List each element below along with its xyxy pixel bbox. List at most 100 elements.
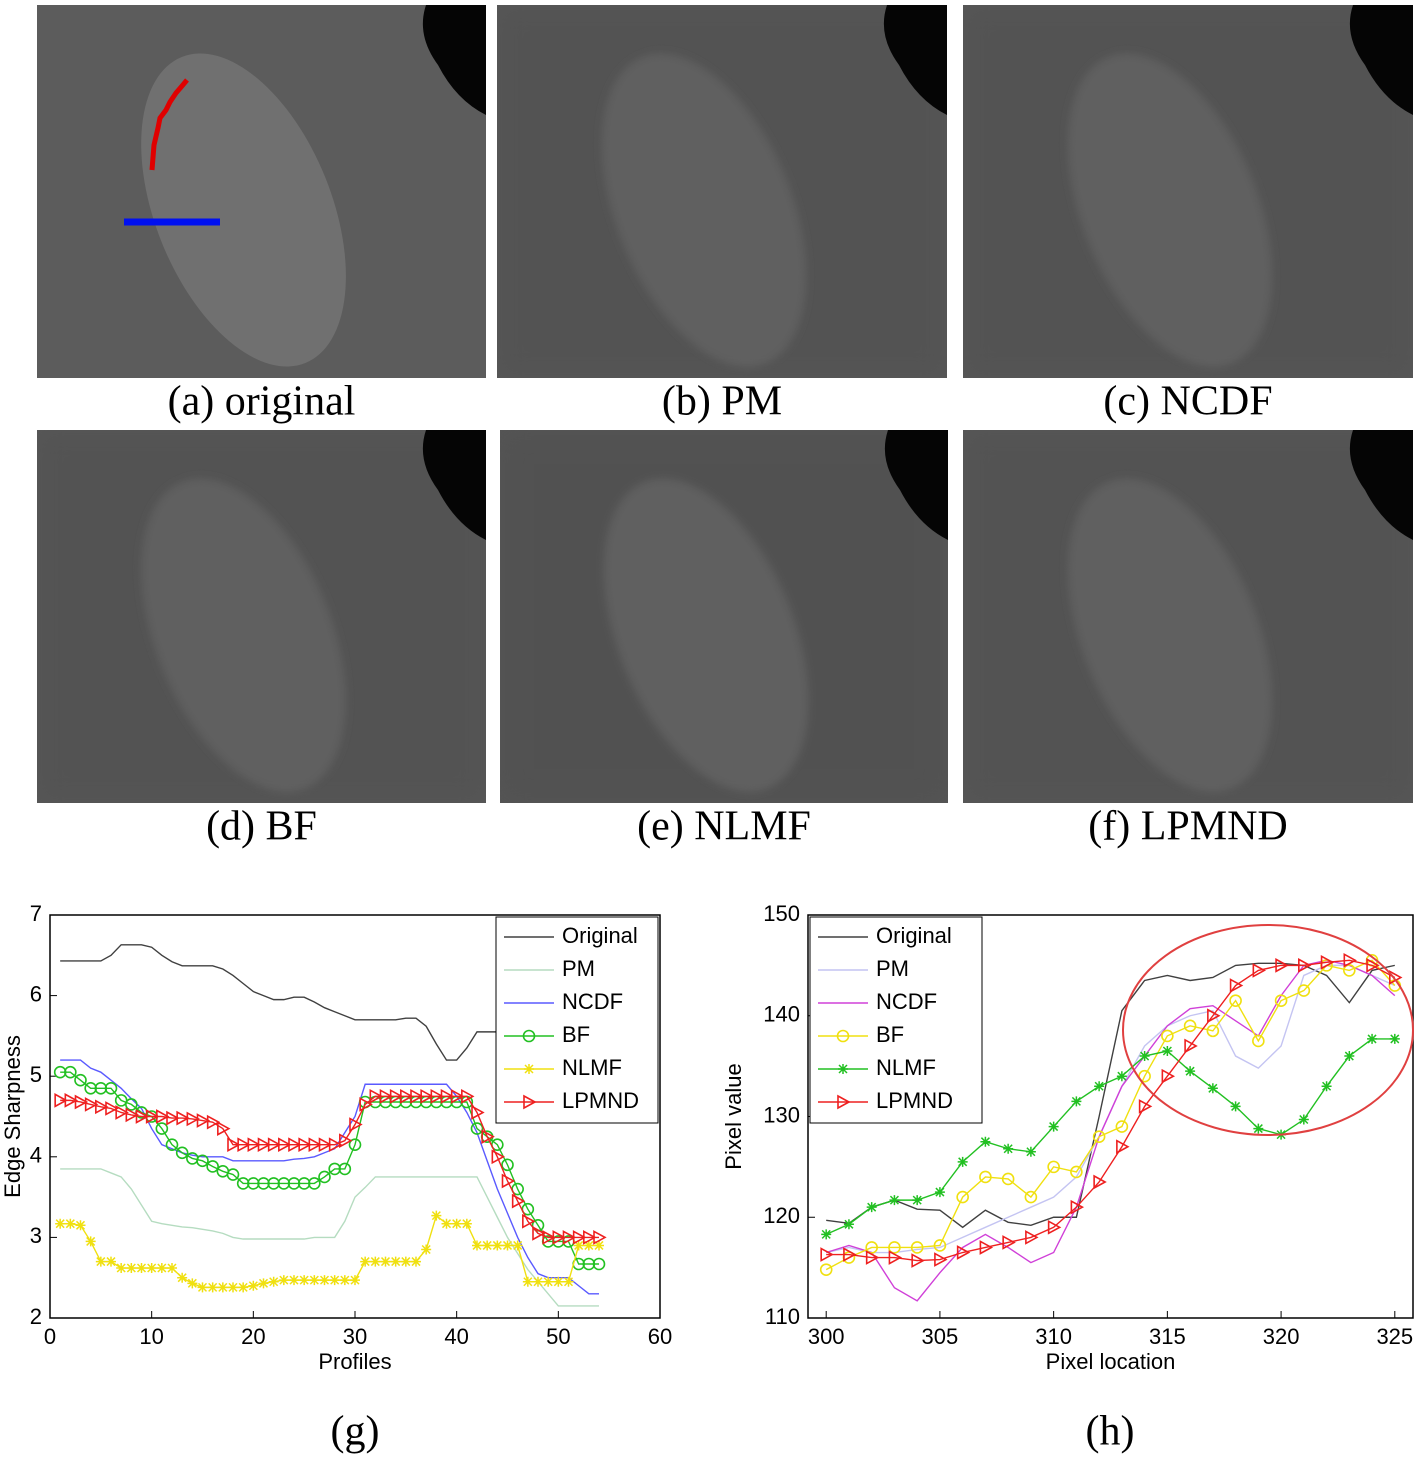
marker [552, 1230, 567, 1245]
marker [267, 1137, 282, 1153]
marker [247, 1177, 260, 1190]
marker [167, 1263, 177, 1274]
legend-box [809, 916, 983, 1124]
marker [934, 1252, 948, 1267]
marker [207, 1282, 218, 1293]
series-line [826, 959, 1396, 1262]
marker [1366, 958, 1380, 973]
marker [553, 1276, 564, 1287]
marker [820, 1247, 834, 1262]
marker [257, 1177, 270, 1190]
marker [278, 1137, 292, 1153]
marker [1367, 1033, 1378, 1044]
marker [461, 1218, 472, 1229]
marker [74, 1094, 89, 1110]
dark-region [1349, 430, 1413, 540]
marker [431, 1210, 442, 1221]
marker [65, 1218, 76, 1229]
marker [338, 1162, 352, 1176]
marker [542, 1230, 556, 1245]
marker [289, 1275, 299, 1286]
legend-marker [524, 1064, 534, 1074]
marker [228, 1282, 238, 1293]
marker [106, 1256, 116, 1267]
marker [309, 1275, 320, 1286]
marker [1343, 952, 1357, 968]
x-tick-label: 310 [1035, 1324, 1072, 1349]
marker [247, 1137, 262, 1153]
marker [318, 1170, 331, 1184]
marker [1274, 994, 1288, 1007]
legend-label: BF [562, 1022, 590, 1047]
legend-label: LPMND [562, 1088, 639, 1113]
marker [980, 1136, 991, 1147]
marker [471, 1105, 485, 1120]
marker [1321, 1081, 1332, 1092]
marker [155, 1122, 169, 1135]
marker [501, 1173, 516, 1189]
legend-label: NLMF [562, 1055, 622, 1080]
marker [1343, 964, 1356, 977]
marker [360, 1256, 371, 1267]
dark-region [883, 5, 947, 115]
marker [299, 1275, 310, 1286]
marker [532, 1226, 546, 1241]
marker [430, 1089, 445, 1104]
marker [522, 1213, 536, 1229]
marker [440, 1089, 455, 1104]
marker [1206, 1024, 1220, 1038]
y-tick-label: 140 [763, 1002, 800, 1027]
marker [411, 1256, 421, 1267]
marker [956, 1190, 969, 1204]
lesion [141, 53, 346, 367]
marker [1003, 1143, 1014, 1154]
marker [197, 1282, 208, 1293]
marker [522, 1276, 533, 1287]
marker [186, 1111, 201, 1127]
marker [95, 1099, 109, 1115]
noise [37, 430, 486, 803]
marker [1230, 1101, 1241, 1112]
marker [481, 1129, 495, 1144]
marker [843, 1247, 857, 1262]
legend-label: NCDF [876, 989, 937, 1014]
noise [963, 5, 1413, 378]
marker [1048, 1121, 1059, 1132]
dark-region [884, 430, 948, 540]
marker [318, 1137, 333, 1153]
marker [350, 1275, 360, 1286]
y-axis-label: Pixel value [721, 1063, 746, 1169]
marker [583, 1240, 594, 1251]
marker [821, 1229, 832, 1240]
marker [511, 1193, 526, 1209]
marker [543, 1276, 554, 1287]
image-panel [497, 5, 947, 378]
marker [912, 1195, 923, 1206]
marker [400, 1089, 414, 1104]
marker [85, 1236, 96, 1247]
marker [472, 1240, 482, 1251]
x-tick-label: 320 [1263, 1324, 1300, 1349]
marker [257, 1137, 272, 1153]
marker [1047, 1219, 1062, 1235]
marker [165, 1138, 179, 1152]
marker [1161, 1068, 1176, 1084]
marker [348, 1138, 362, 1152]
marker [298, 1137, 312, 1153]
marker [369, 1089, 384, 1104]
marker [238, 1282, 249, 1293]
marker [502, 1240, 513, 1251]
image-panel [963, 430, 1413, 803]
marker [1070, 1199, 1085, 1215]
marker [54, 1093, 68, 1108]
marker [1207, 1083, 1218, 1094]
marker [865, 1241, 878, 1254]
panel-caption: (e) NLMF [637, 804, 811, 850]
marker [1229, 978, 1244, 993]
marker [94, 1081, 108, 1095]
series-line [60, 1168, 599, 1307]
marker [1002, 1235, 1016, 1250]
x-tick-label: 300 [808, 1324, 845, 1349]
marker [957, 1156, 968, 1167]
highlight-ellipse [1122, 924, 1414, 1136]
